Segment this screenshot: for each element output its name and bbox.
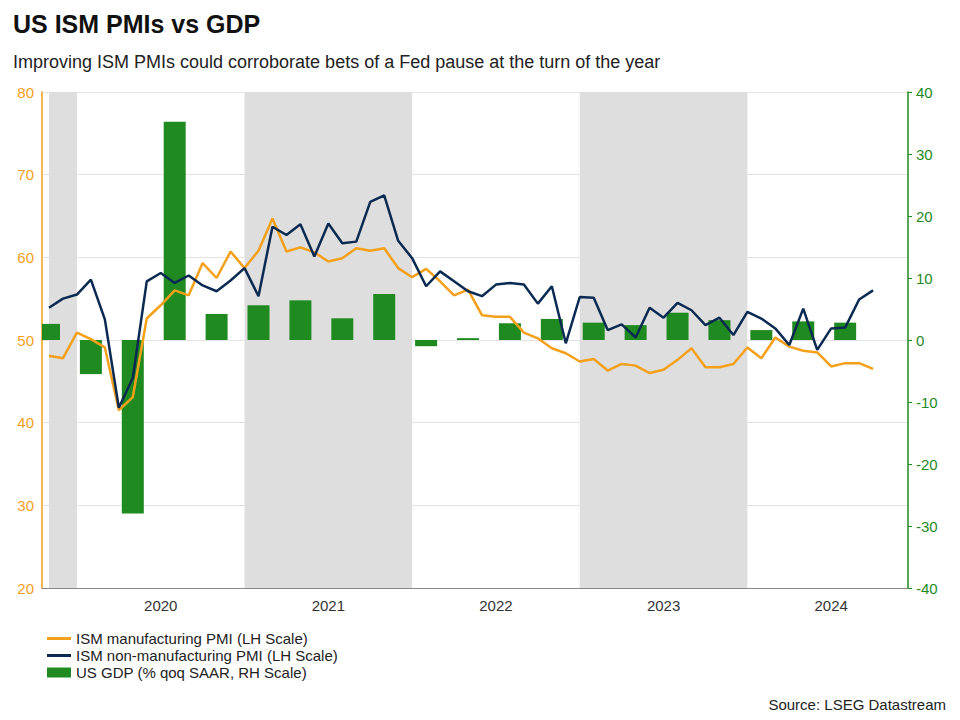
svg-text:US GDP (% qoq SAAR, RH Scale): US GDP (% qoq SAAR, RH Scale) (76, 664, 307, 681)
svg-text:-10: -10 (916, 394, 938, 411)
svg-text:2022: 2022 (479, 597, 512, 614)
svg-text:30: 30 (17, 497, 34, 514)
svg-text:20: 20 (17, 580, 34, 597)
svg-text:Improving ISM PMIs could corro: Improving ISM PMIs could corroborate bet… (13, 52, 660, 72)
svg-text:40: 40 (916, 84, 933, 101)
svg-text:-20: -20 (916, 456, 938, 473)
svg-text:ISM manufacturing PMI (LH Scal: ISM manufacturing PMI (LH Scale) (76, 630, 308, 647)
svg-text:60: 60 (17, 249, 34, 266)
svg-text:2020: 2020 (144, 597, 177, 614)
svg-text:2021: 2021 (312, 597, 345, 614)
svg-text:2024: 2024 (814, 597, 847, 614)
svg-text:0: 0 (916, 332, 924, 349)
svg-text:70: 70 (17, 166, 34, 183)
svg-text:-40: -40 (916, 580, 938, 597)
svg-text:US ISM PMIs vs GDP: US ISM PMIs vs GDP (13, 10, 260, 38)
svg-text:ISM non-manufacturing PMI (LH: ISM non-manufacturing PMI (LH Scale) (76, 647, 338, 664)
svg-text:80: 80 (17, 84, 34, 101)
svg-text:Source: LSEG Datastream: Source: LSEG Datastream (768, 696, 946, 713)
svg-text:2023: 2023 (647, 597, 680, 614)
svg-text:-30: -30 (916, 518, 938, 535)
svg-text:20: 20 (916, 208, 933, 225)
svg-text:10: 10 (916, 270, 933, 287)
svg-text:30: 30 (916, 146, 933, 163)
svg-text:40: 40 (17, 414, 34, 431)
svg-text:50: 50 (17, 332, 34, 349)
